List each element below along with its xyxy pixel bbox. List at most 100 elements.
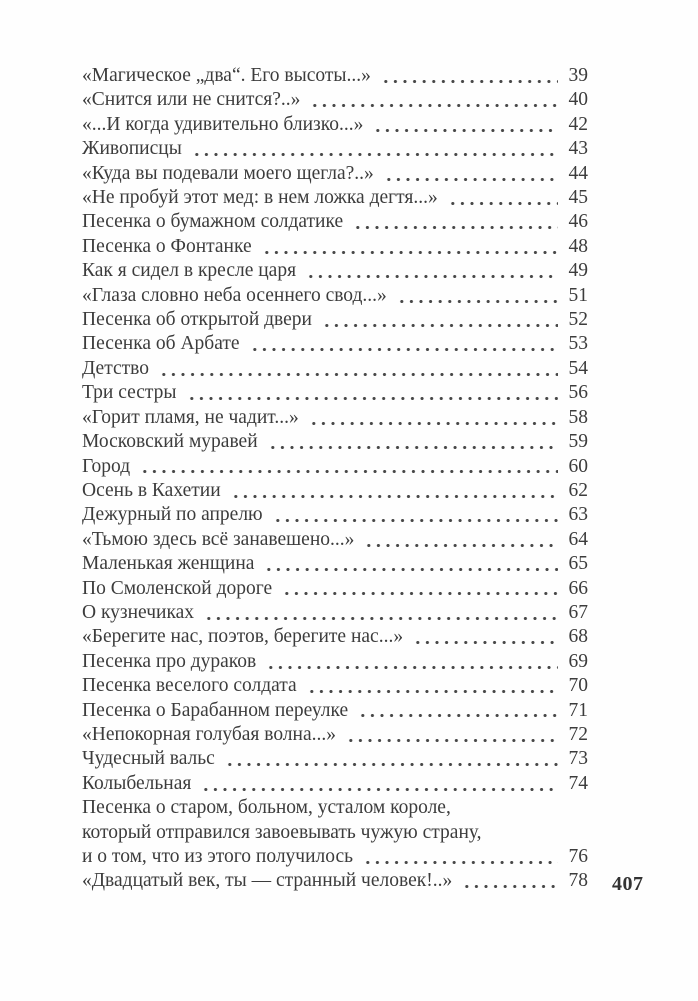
toc-entry-line: «Снится или не снится?..» 40: [82, 88, 588, 113]
entry-page-number: 67: [568, 601, 589, 623]
entry-title: Как я сидел в кресле царя: [82, 260, 297, 282]
toc-entry-line: О кузнечиках 67: [82, 600, 589, 626]
dot-leader: [264, 649, 558, 675]
dot-leader: [270, 503, 558, 528]
entry-title: Московский муравей: [82, 431, 258, 453]
entry-page-number: 53: [568, 333, 589, 355]
entry-title: Осень в Кахетии: [82, 479, 221, 501]
toc-entry-line: который отправился завоевывать чужую стр…: [82, 821, 588, 845]
entry-title: Песенка о Барабанном переулке: [82, 699, 349, 721]
entry-title: Дежурный по апрелю: [82, 504, 263, 526]
dot-leader: [378, 64, 558, 89]
entry-title: Песенка о бумажном солдатике: [82, 211, 344, 233]
entry-page-number: 60: [568, 455, 589, 477]
entry-page-number: 48: [568, 235, 589, 257]
toc-entry-line: «Глаза словно неба осеннего свод...» 51: [82, 283, 589, 309]
entry-page-number: 62: [568, 479, 589, 501]
entry-title: «Двадцатый век, ты — странный человек!..…: [82, 870, 453, 892]
dot-leader: [356, 698, 558, 723]
dot-leader: [228, 478, 558, 504]
entry-page-number: 51: [568, 284, 589, 306]
entry-title: По Смоленской дороге: [82, 577, 273, 599]
toc-entry-line: «Двадцатый век, ты — странный человек!..…: [82, 869, 589, 894]
entry-page-number: 73: [568, 748, 589, 770]
entry-page-number: 74: [568, 772, 589, 794]
dot-leader: [199, 771, 558, 797]
dot-leader: [306, 405, 558, 431]
entry-title: «Непокорная голубая волна...»: [82, 723, 337, 745]
toc-entry-line: «Магическое „два“. Его высоты...» 39: [82, 64, 589, 89]
entry-page-number: 76: [568, 846, 589, 867]
toc-entry-line: Осень в Кахетии 62: [82, 478, 589, 504]
dot-leader: [319, 308, 558, 333]
toc-entry-line: «...И когда удивительно близко...» 42: [82, 112, 588, 138]
entry-title: «Глаза словно неба осеннего свод...»: [82, 284, 387, 306]
entry-title: «Не пробуй этот мед: в нем ложка дегтя..…: [82, 187, 438, 209]
dot-leader: [361, 845, 558, 870]
entry-title: Песенка о Фонтанке: [82, 235, 252, 257]
toc-entry-line: «Куда вы подевали моего щегла?..» 44: [82, 161, 588, 187]
toc-list: «Магическое „два“. Его высоты...» 39 «Снит…: [82, 64, 588, 894]
entry-title: «Куда вы подевали моего щегла?..»: [82, 162, 374, 184]
toc-entry-line: «Тьмою здесь всё занавешено...» 64: [82, 527, 589, 553]
dot-leader: [351, 210, 558, 235]
entry-page-number: 71: [568, 699, 589, 721]
entry-page-number: 54: [568, 357, 589, 379]
toc-entry-line: Песенка об Арбате 53: [82, 332, 589, 357]
toc-entry-line: Маленькая женщина 65: [82, 552, 588, 577]
toc-entry-line: По Смоленской дороге 66: [82, 576, 589, 601]
entry-page-number: 78: [568, 870, 589, 892]
dot-leader: [381, 161, 558, 187]
entry-page-number: 59: [568, 431, 589, 453]
entry-page-number: 45: [568, 187, 589, 209]
entry-page-number: 46: [568, 211, 589, 233]
dot-leader: [262, 552, 558, 577]
entry-title: «Тьмою здесь всё занавешено...»: [82, 528, 355, 550]
dot-leader: [259, 234, 558, 260]
entry-page-number: 49: [568, 260, 589, 282]
entry-title: и о том, что из этого получилось: [82, 846, 354, 867]
entry-page-number: 68: [568, 626, 589, 648]
entry-title: который отправился завоевывать чужую стр…: [82, 821, 482, 843]
entry-title: Чудесный вальс: [82, 748, 215, 770]
entry-title: Три сестры: [82, 382, 177, 404]
toc-entry-line: Живописцы 43: [82, 137, 589, 162]
entry-title: «Магическое „два“. Его высоты...»: [82, 65, 371, 86]
entry-page-number: 66: [568, 577, 589, 599]
entry-page-number: 69: [568, 650, 589, 672]
entry-title: Живописцы: [82, 138, 182, 160]
dot-leader: [247, 332, 558, 357]
dot-leader: [189, 137, 558, 162]
toc-entry-line: «Горит пламя, не чадит...» 58: [82, 405, 589, 431]
toc-entry-line: Песенка об открытой двери 52: [82, 308, 589, 333]
entry-page-number: 64: [568, 528, 589, 550]
toc-entry-line: Песенка о Барабанном переулке 71: [82, 698, 589, 723]
dot-leader: [304, 259, 558, 284]
entry-title: Детство: [82, 357, 149, 379]
dot-leader: [265, 430, 558, 455]
dot-leader: [371, 112, 558, 138]
dot-leader: [304, 674, 558, 699]
entry-page-number: 58: [568, 406, 589, 428]
entry-page-number: 43: [568, 138, 589, 160]
entry-title: Колыбельная: [82, 772, 192, 794]
dot-leader: [308, 88, 558, 113]
entry-title: Песенка о старом, больном, усталом корол…: [82, 797, 451, 819]
dot-leader: [222, 747, 558, 772]
entry-title: «...И когда удивительно близко...»: [82, 113, 364, 135]
dot-leader: [362, 527, 558, 553]
toc-entry-line: Чудесный вальс 73: [82, 747, 589, 772]
entry-page-number: 52: [568, 309, 589, 331]
entry-title: «Горит пламя, не чадит...»: [82, 406, 299, 428]
toc-entry-line: «Непокорная голубая волна...» 72: [82, 722, 588, 748]
toc-entry-line: Московский муравей 59: [82, 430, 589, 455]
entry-title: Песенка веселого солдата: [82, 675, 297, 697]
dot-leader: [202, 600, 558, 626]
page-folio: 407: [612, 873, 644, 895]
dot-leader: [344, 722, 558, 748]
toc-entry-line: Детство 54: [82, 356, 589, 382]
entry-page-number: 70: [568, 675, 589, 697]
entry-page-number: 39: [568, 65, 589, 86]
entry-page-number: 56: [568, 382, 589, 404]
